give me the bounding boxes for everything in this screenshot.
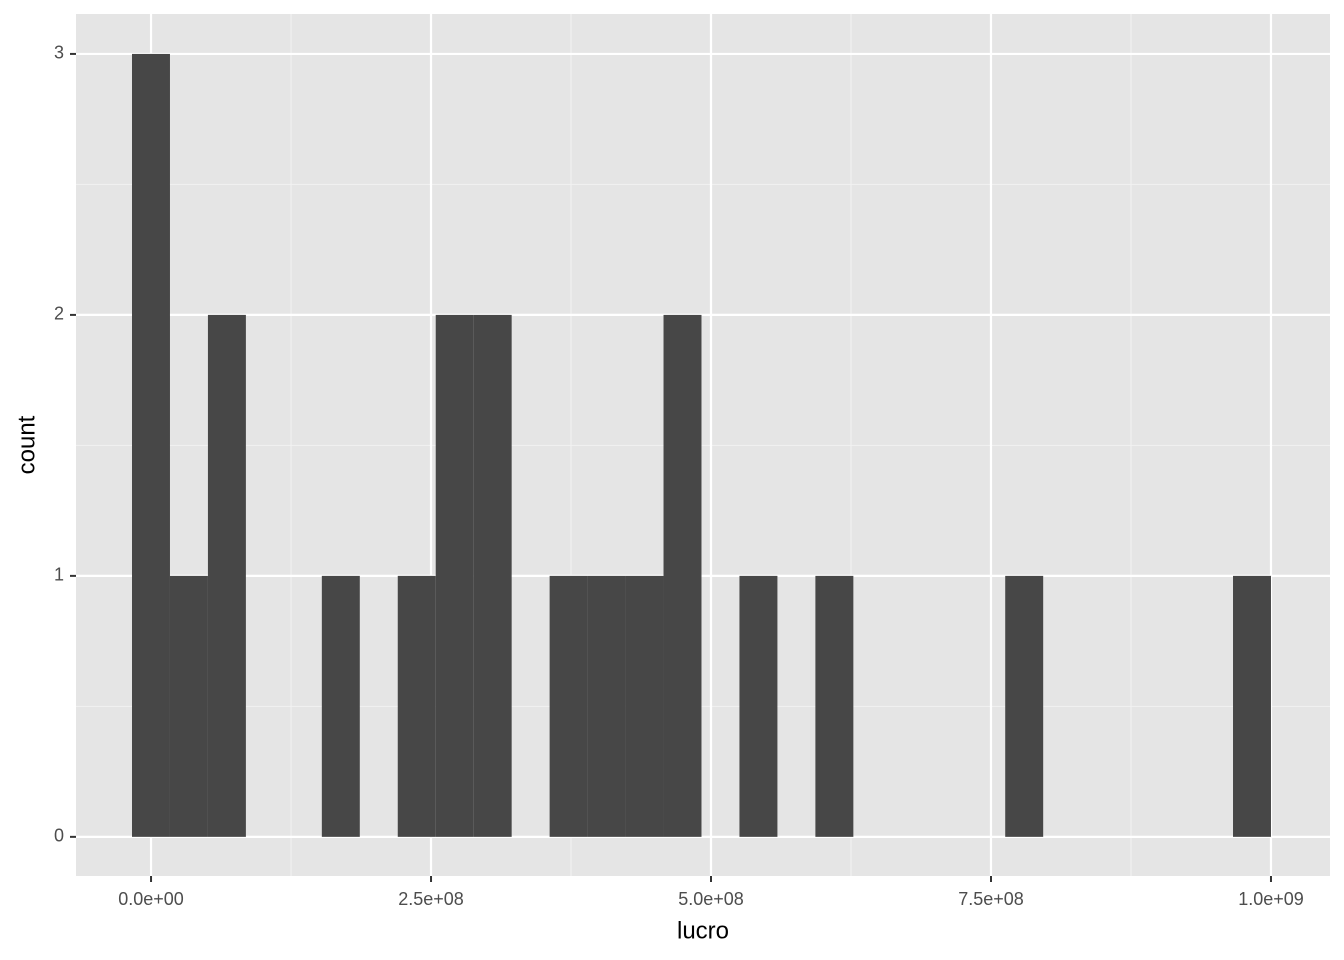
x-tick-label: 7.5e+08 (958, 889, 1024, 909)
y-tick-label: 2 (54, 304, 64, 324)
y-tick-label: 0 (54, 826, 64, 846)
bar (663, 314, 702, 837)
bar (131, 53, 170, 837)
bar (207, 314, 246, 837)
y-tick-label: 3 (54, 43, 64, 63)
bar (549, 575, 588, 837)
bar (435, 314, 474, 837)
bar (587, 575, 626, 837)
bar (473, 314, 512, 837)
bar (1233, 575, 1271, 837)
bar (625, 575, 664, 837)
x-tick-label: 1.0e+09 (1238, 889, 1304, 909)
x-tick-label: 0.0e+00 (118, 889, 184, 909)
bar (321, 575, 360, 837)
x-tick-label: 2.5e+08 (398, 889, 464, 909)
x-tick-label: 5.0e+08 (678, 889, 744, 909)
y-tick-label: 1 (54, 565, 64, 585)
y-axis-title: count (13, 415, 40, 474)
bar (397, 575, 436, 837)
bar (815, 575, 854, 837)
bar (739, 575, 778, 837)
bar (169, 575, 208, 837)
bar (1005, 575, 1044, 837)
x-axis-title: lucro (677, 917, 729, 944)
